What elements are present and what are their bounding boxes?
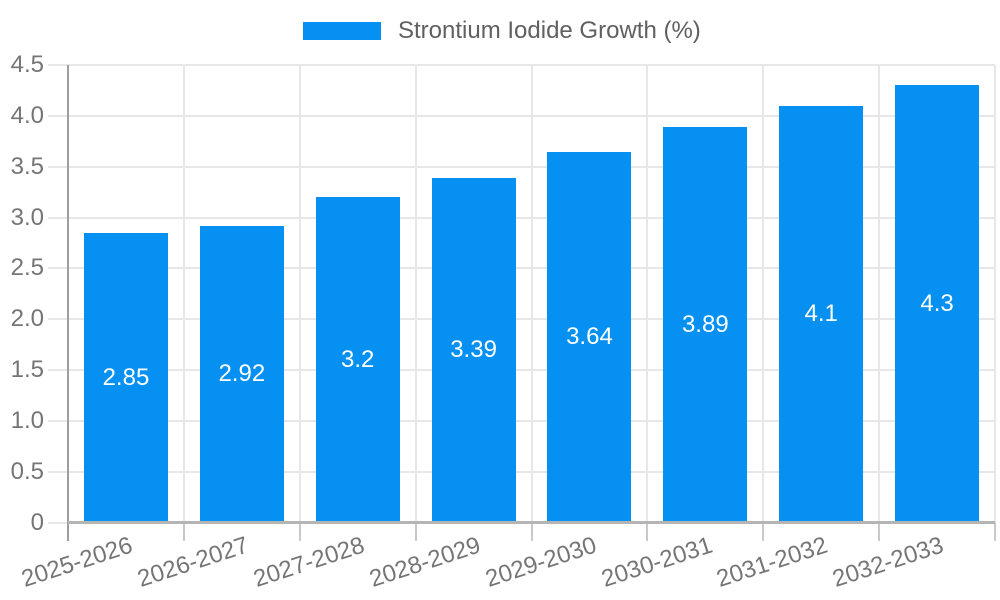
y-tick-label: 2.0 (10, 305, 44, 333)
gridline-horizontal (48, 216, 995, 219)
legend-swatch (303, 22, 381, 40)
x-axis-tick (530, 522, 533, 541)
x-tick-label: 2028-2029 (366, 531, 484, 593)
x-tick-label: 2025-2026 (18, 531, 136, 593)
gridline-vertical (182, 65, 185, 523)
bar-value-label: 3.2 (341, 345, 375, 373)
x-axis-tick (182, 522, 185, 541)
x-axis-tick (762, 522, 765, 541)
legend[interactable]: Strontium Iodide Growth (%) (303, 17, 701, 45)
bar-value-label: 2.85 (102, 363, 150, 391)
bar-value-label: 4.3 (920, 289, 954, 317)
gridline-vertical (646, 65, 649, 523)
gridline-horizontal (48, 318, 995, 321)
x-axis-tick (646, 522, 649, 541)
y-tick-label: 1.5 (10, 356, 44, 383)
bar[interactable] (83, 232, 168, 523)
x-tick-label: 2031-2032 (713, 531, 832, 593)
gridline-horizontal (48, 419, 995, 422)
x-tick-label: 2032-2033 (829, 531, 948, 593)
bar[interactable] (895, 85, 980, 523)
bar[interactable] (663, 127, 748, 523)
gridline-horizontal (48, 64, 995, 66)
gridline-horizontal (48, 267, 995, 270)
gridline-horizontal (48, 165, 995, 168)
y-tick-label: 4.0 (10, 101, 44, 129)
x-axis-tick (414, 522, 417, 541)
gridline-vertical (878, 65, 881, 523)
y-tick-label: 3.0 (10, 203, 44, 231)
bar-value-label: 4.1 (804, 300, 838, 328)
y-tick-label: 4.5 (10, 51, 44, 78)
bar-value-label: 2.92 (218, 360, 266, 388)
bar[interactable] (547, 152, 632, 523)
x-tick-label: 2026-2027 (134, 531, 252, 593)
gridline-vertical (530, 65, 533, 523)
gridline-horizontal (48, 470, 995, 473)
y-tick-label: 0 (30, 508, 44, 536)
gridline-vertical (414, 65, 417, 523)
gridline-vertical (298, 65, 301, 523)
x-axis-tick (878, 522, 881, 541)
x-axis-tick (994, 522, 996, 541)
y-tick-label: 3.5 (10, 152, 44, 180)
y-tick-label: 1.0 (10, 406, 44, 434)
x-tick-label: 2029-2030 (481, 531, 600, 593)
gridline-horizontal (48, 114, 995, 117)
bar-value-label: 3.64 (566, 323, 613, 351)
gridline-horizontal (48, 369, 995, 371)
y-tick-label: 2.5 (10, 254, 44, 282)
bar[interactable] (315, 197, 400, 523)
legend-label: Strontium Iodide Growth (%) (398, 17, 701, 44)
gridline-vertical (762, 65, 765, 523)
bar[interactable] (199, 225, 284, 523)
gridline-vertical (994, 65, 996, 523)
x-tick-label: 2030-2031 (597, 531, 716, 593)
bar-value-label: 3.89 (681, 310, 729, 338)
bar[interactable] (779, 105, 864, 523)
bar-value-label: 3.39 (450, 336, 497, 364)
y-tick-label: 0.5 (10, 457, 44, 485)
y-axis-line (67, 65, 69, 541)
bar[interactable] (431, 177, 516, 523)
x-axis-tick (298, 522, 301, 541)
x-axis-line (68, 521, 995, 524)
x-tick-label: 2027-2028 (250, 531, 368, 593)
